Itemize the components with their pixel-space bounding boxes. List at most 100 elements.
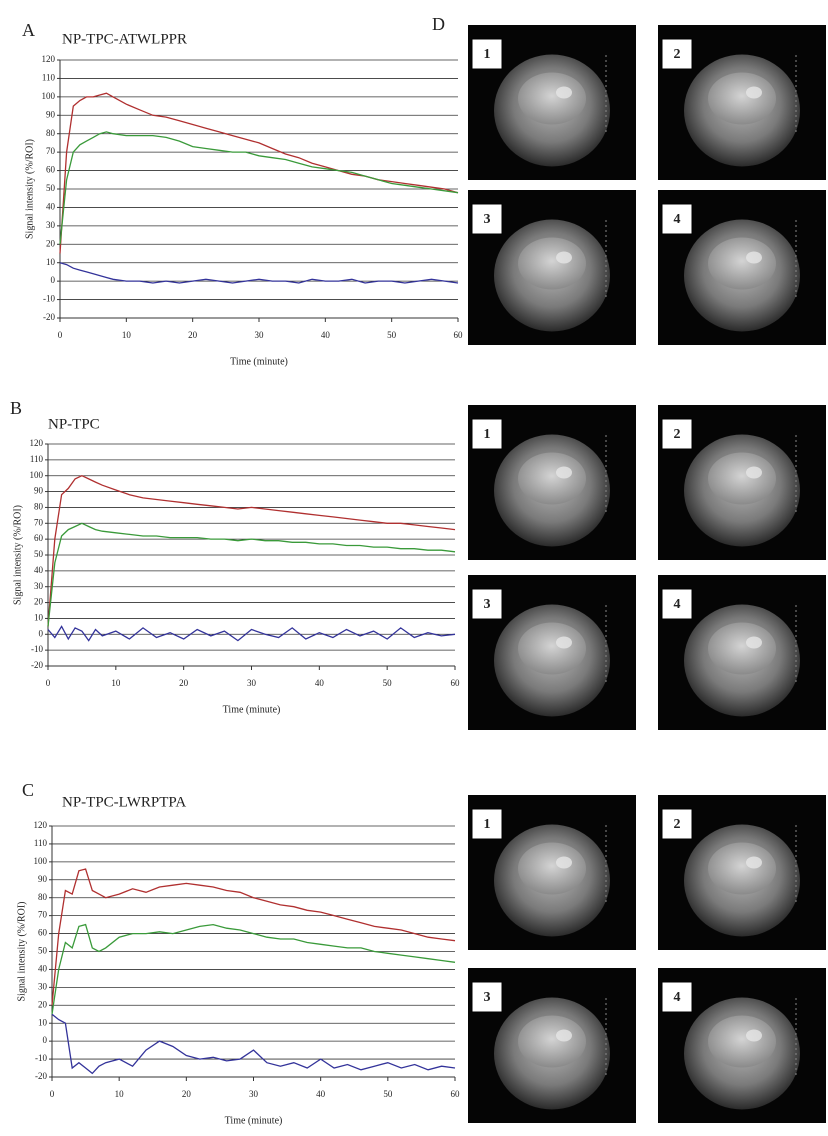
mri-image: 1	[468, 405, 636, 560]
mri-brain	[518, 842, 586, 895]
mri-brain	[518, 1015, 586, 1068]
image-number: 4	[674, 212, 681, 227]
image-number: 1	[484, 817, 491, 832]
mri-brain	[708, 842, 776, 895]
y-tick-label: 120	[34, 820, 48, 830]
mri-brain	[708, 452, 776, 505]
y-tick-label: 10	[46, 257, 56, 267]
x-tick-label: 10	[111, 678, 121, 688]
mri-lesion	[746, 636, 762, 649]
x-axis-label: Time (minute)	[223, 704, 281, 715]
y-tick-label: 70	[38, 910, 48, 920]
y-tick-label: -10	[43, 294, 55, 304]
image-number: 1	[484, 47, 491, 62]
y-tick-label: 100	[30, 470, 44, 480]
y-tick-label: 60	[38, 928, 48, 938]
y-tick-label: -10	[35, 1053, 47, 1063]
x-tick-label: 60	[454, 330, 464, 340]
data-line	[59, 92, 459, 254]
x-tick-label: 10	[115, 1089, 125, 1099]
y-tick-label: 10	[34, 612, 44, 622]
y-tick-label: -20	[31, 660, 43, 670]
y-tick-label: 80	[38, 892, 48, 902]
x-tick-label: 20	[182, 1089, 192, 1099]
mri-image: 4	[658, 190, 826, 345]
image-number: 1	[484, 427, 491, 442]
image-number: 2	[674, 817, 681, 832]
y-tick-label: 120	[30, 438, 44, 448]
y-tick-label: 70	[34, 517, 44, 527]
mri-lesion	[746, 1029, 762, 1042]
y-tick-label: 20	[46, 238, 56, 248]
y-tick-label: 100	[42, 91, 56, 101]
image-number: 2	[674, 427, 681, 442]
y-tick-label: 80	[46, 128, 56, 138]
mri-image: 1	[468, 795, 636, 950]
x-tick-label: 50	[387, 330, 397, 340]
mri-lesion	[556, 1029, 572, 1042]
mri-image: 4	[658, 968, 826, 1123]
y-tick-label: 80	[34, 501, 44, 511]
y-tick-label: 50	[34, 549, 44, 559]
mri-lesion	[746, 466, 762, 479]
image-number: 3	[484, 212, 491, 227]
mri-brain	[518, 237, 586, 290]
x-tick-label: 40	[315, 678, 325, 688]
y-tick-label: 110	[30, 454, 44, 464]
image-number-box	[661, 38, 693, 70]
image-number-box	[471, 418, 503, 450]
data-line	[47, 625, 456, 642]
image-number-box	[661, 203, 693, 235]
y-tick-label: 30	[46, 220, 56, 230]
y-tick-label: 10	[38, 1017, 48, 1027]
data-line	[47, 474, 456, 627]
y-tick-label: -20	[35, 1071, 47, 1081]
y-tick-label: 70	[46, 146, 56, 156]
x-tick-label: 40	[316, 1089, 326, 1099]
x-tick-label: 0	[50, 1089, 55, 1099]
panel-label: B	[10, 398, 22, 418]
mri-brain	[708, 622, 776, 675]
y-tick-label: 110	[34, 838, 48, 848]
mri-image: 2	[658, 795, 826, 950]
data-line	[59, 262, 459, 284]
y-tick-label: 20	[38, 999, 48, 1009]
y-axis-label: Signal intensity (%/ROI)	[24, 139, 35, 239]
y-tick-label: 30	[38, 981, 48, 991]
y-tick-label: 50	[38, 946, 48, 956]
y-tick-label: 90	[38, 874, 48, 884]
y-tick-label: 90	[46, 109, 56, 119]
image-number-box	[471, 588, 503, 620]
chart-title: NP-TPC-LWRPTPA	[62, 794, 186, 810]
y-tick-label: 100	[34, 856, 48, 866]
y-tick-label: 0	[43, 1035, 48, 1045]
mri-image: 2	[658, 25, 826, 180]
y-tick-label: 110	[42, 72, 56, 82]
image-number-box	[661, 981, 693, 1013]
y-tick-label: -10	[31, 644, 43, 654]
y-tick-label: 40	[38, 963, 48, 973]
mri-lesion	[746, 856, 762, 869]
mri-lesion	[746, 86, 762, 99]
x-tick-label: 20	[188, 330, 198, 340]
mri-lesion	[556, 251, 572, 264]
mri-lesion	[556, 86, 572, 99]
y-tick-label: 60	[34, 533, 44, 543]
data-line	[51, 1013, 456, 1075]
image-number-box	[471, 38, 503, 70]
x-tick-label: 0	[46, 678, 51, 688]
mri-image: 2	[658, 405, 826, 560]
mri-image: 1	[468, 25, 636, 180]
image-number-box	[661, 588, 693, 620]
x-tick-label: 60	[451, 678, 461, 688]
x-tick-label: 40	[321, 330, 331, 340]
y-tick-label: 120	[42, 54, 56, 64]
mri-brain	[518, 72, 586, 125]
y-tick-label: 50	[46, 183, 56, 193]
y-tick-label: 90	[34, 486, 44, 496]
data-line	[51, 868, 456, 1006]
mri-brain	[708, 237, 776, 290]
data-line	[47, 522, 456, 627]
y-tick-label: 0	[39, 628, 44, 638]
